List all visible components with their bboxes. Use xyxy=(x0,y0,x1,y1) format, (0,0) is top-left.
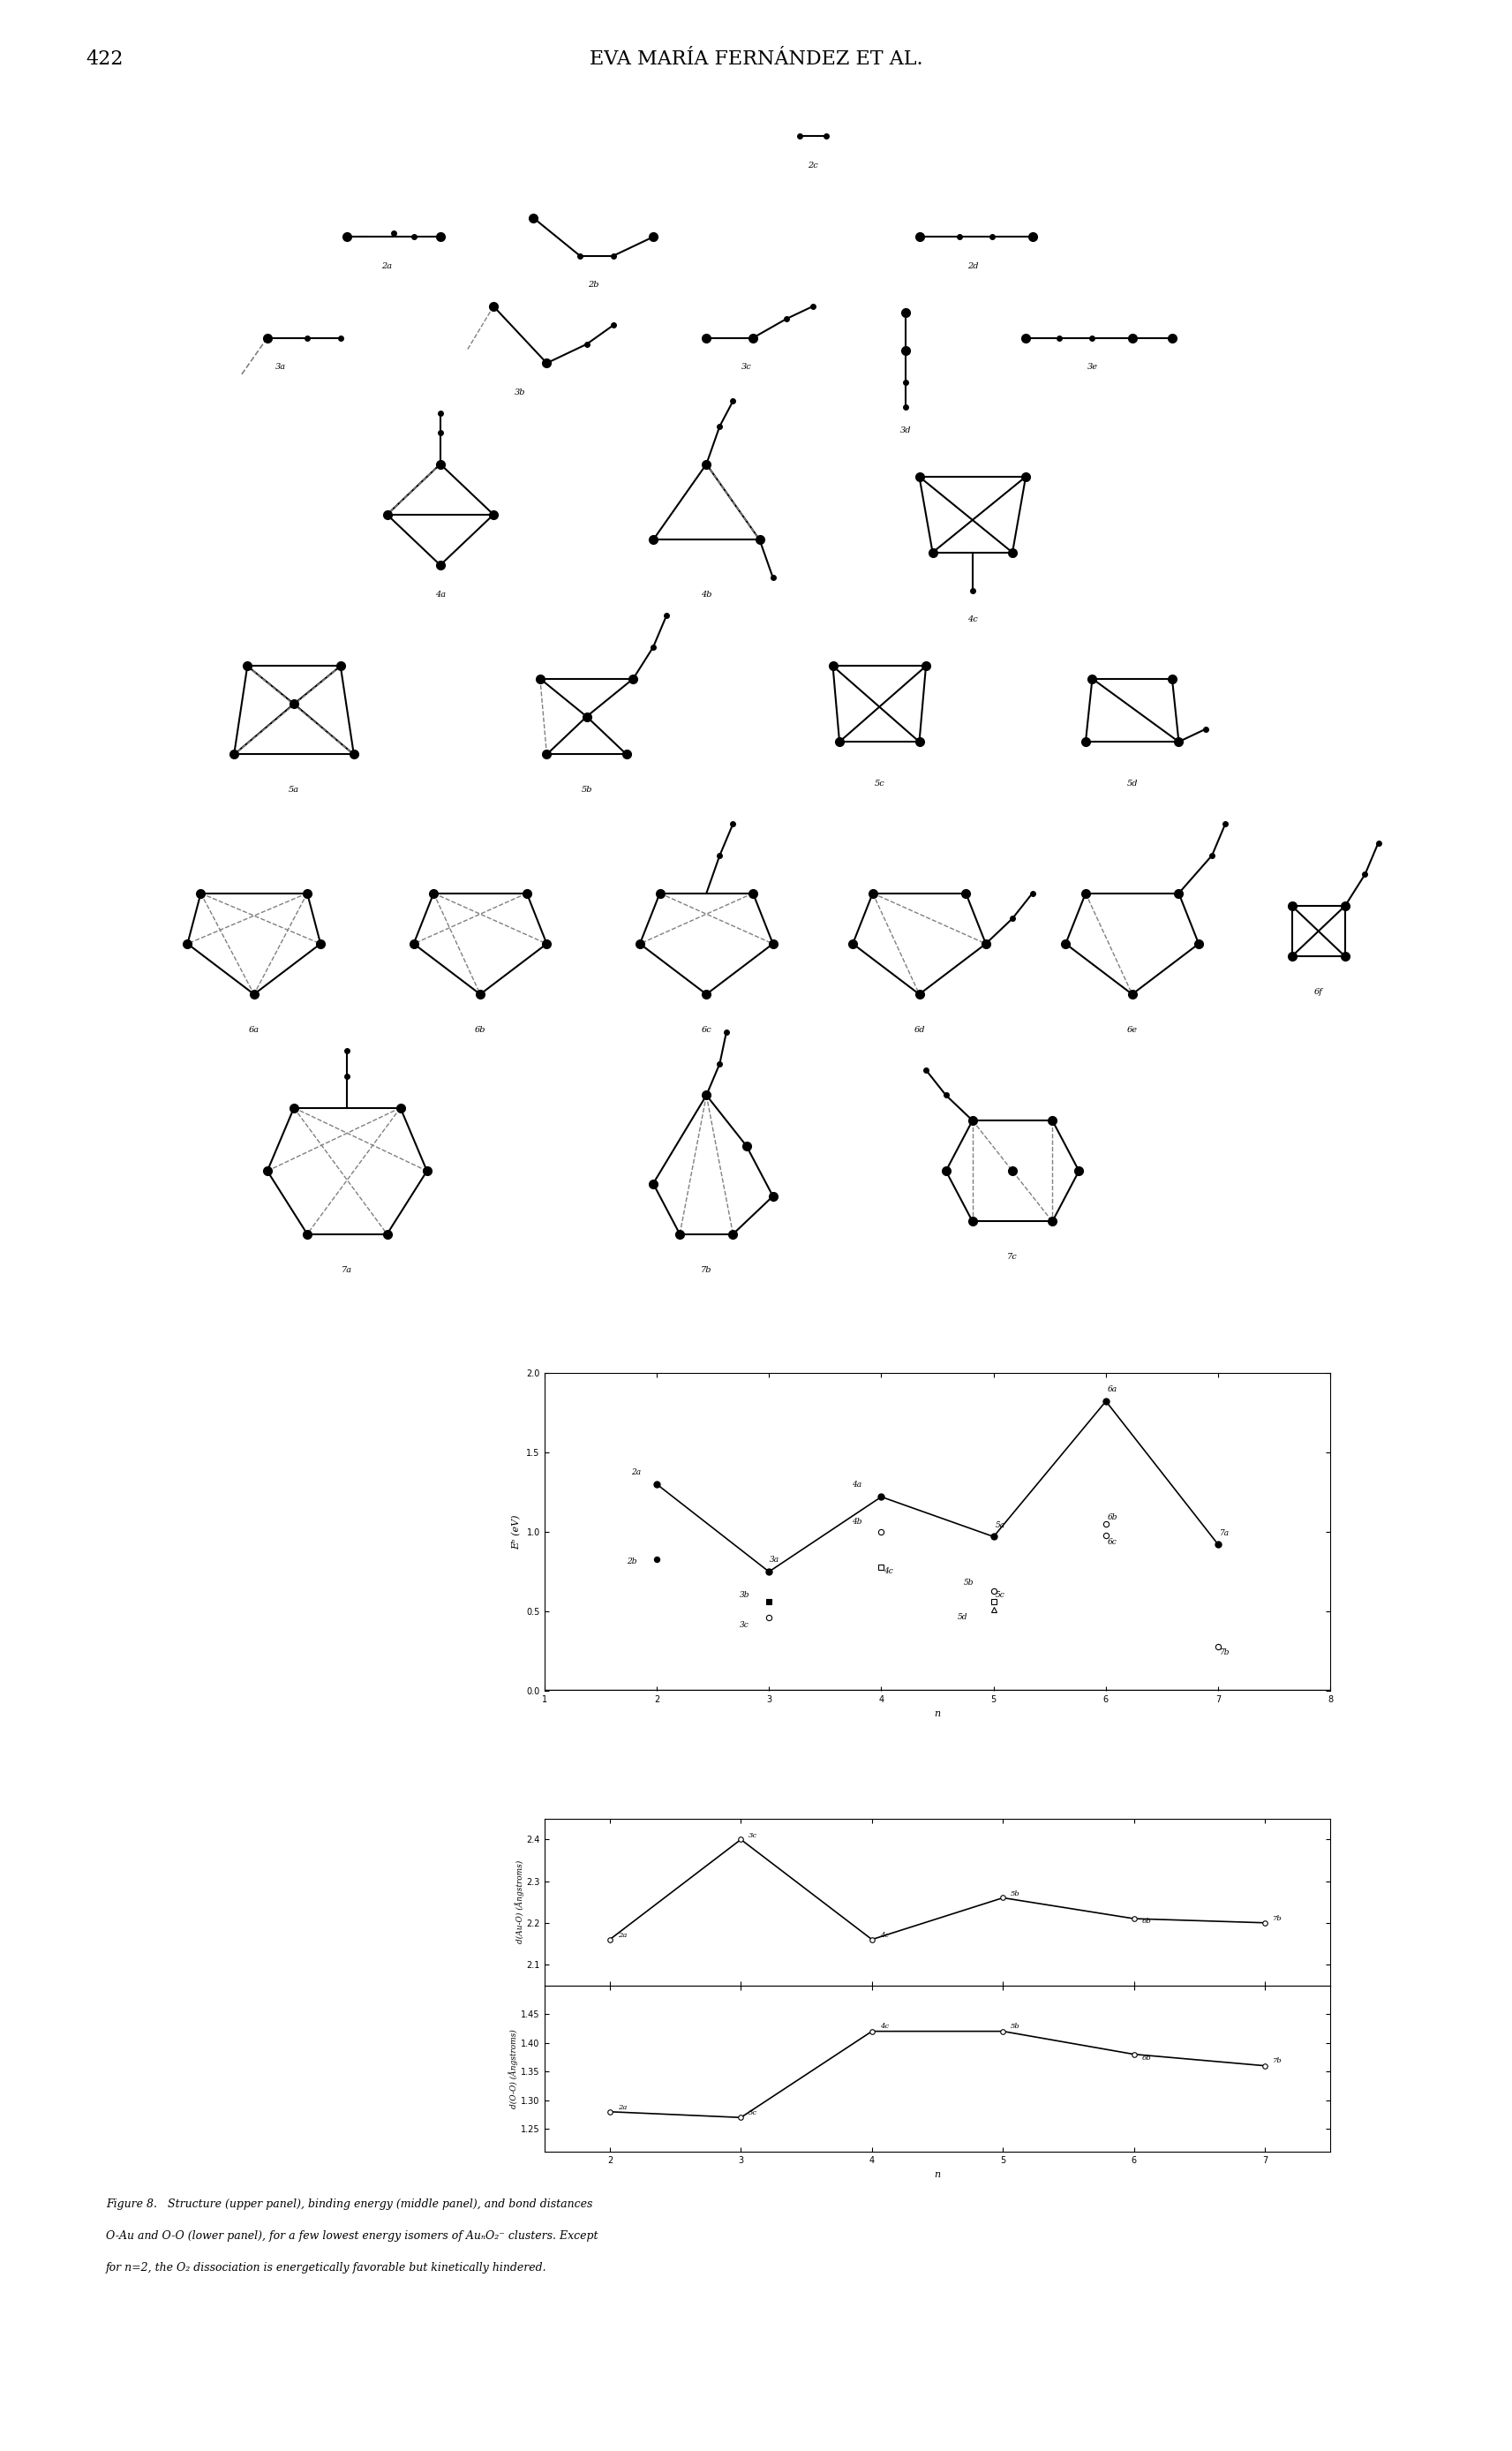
Text: EVA MARÍA FERNÁNDEZ ET AL.: EVA MARÍA FERNÁNDEZ ET AL. xyxy=(590,49,922,69)
Text: 2b: 2b xyxy=(588,282,599,289)
Text: 5b: 5b xyxy=(1012,2022,1021,2029)
Text: 4b: 4b xyxy=(851,1517,862,1525)
Text: 6a: 6a xyxy=(248,1027,260,1034)
Text: for n=2, the O₂ dissociation is energetically favorable but kinetically hindered: for n=2, the O₂ dissociation is energeti… xyxy=(106,2262,547,2275)
Text: 2b: 2b xyxy=(627,1556,637,1566)
Text: 7c: 7c xyxy=(1007,1252,1018,1262)
Text: 5a: 5a xyxy=(995,1522,1005,1529)
Text: 3c: 3c xyxy=(748,1831,758,1838)
X-axis label: n: n xyxy=(934,2169,940,2179)
Text: 4c: 4c xyxy=(883,1566,892,1576)
Text: 3c: 3c xyxy=(741,363,751,370)
Text: 2c: 2c xyxy=(807,162,818,169)
Text: 5c: 5c xyxy=(995,1591,1005,1598)
Text: 5d: 5d xyxy=(1126,779,1137,787)
Text: 3c: 3c xyxy=(748,2110,758,2115)
Text: 6c: 6c xyxy=(1108,1539,1117,1547)
Text: 4c: 4c xyxy=(968,615,978,623)
Text: 7a: 7a xyxy=(342,1265,352,1275)
Text: 6b: 6b xyxy=(1142,2054,1151,2061)
Text: O-Au and O-O (lower panel), for a few lowest energy isomers of AuₙO₂⁻ clusters. : O-Au and O-O (lower panel), for a few lo… xyxy=(106,2230,597,2243)
X-axis label: n: n xyxy=(934,1708,940,1718)
Text: 5c: 5c xyxy=(874,779,885,787)
Text: 3a: 3a xyxy=(770,1556,780,1564)
Text: 3b: 3b xyxy=(514,390,526,397)
Text: 4b: 4b xyxy=(702,591,712,598)
Text: 5b: 5b xyxy=(581,787,593,794)
Text: 7b: 7b xyxy=(1273,1914,1282,1922)
Text: 4c: 4c xyxy=(880,1931,889,1939)
Text: 7b: 7b xyxy=(1220,1650,1231,1657)
Text: 6b: 6b xyxy=(1142,1917,1151,1924)
Text: 7b: 7b xyxy=(702,1265,712,1275)
Text: 4c: 4c xyxy=(880,2022,889,2029)
Text: 7b: 7b xyxy=(1273,2056,1282,2064)
Text: 2a: 2a xyxy=(618,1931,627,1939)
Text: 5d: 5d xyxy=(957,1613,968,1620)
Text: 3d: 3d xyxy=(901,426,912,434)
Text: 6c: 6c xyxy=(702,1027,712,1034)
Text: 3a: 3a xyxy=(275,363,286,370)
Text: 6d: 6d xyxy=(913,1027,925,1034)
Text: 3e: 3e xyxy=(1087,363,1098,370)
Text: Figure 8.   Structure (upper panel), binding energy (middle panel), and bond dis: Figure 8. Structure (upper panel), bindi… xyxy=(106,2199,593,2211)
Text: 2a: 2a xyxy=(618,2103,627,2110)
Text: 4a: 4a xyxy=(435,591,446,598)
Text: 7a: 7a xyxy=(1220,1529,1229,1537)
Text: 6b: 6b xyxy=(475,1027,485,1034)
Text: 6f: 6f xyxy=(1314,988,1323,995)
Text: 4a: 4a xyxy=(851,1480,862,1490)
Y-axis label: d(O-O) (Ångstroms): d(O-O) (Ångstroms) xyxy=(510,2029,519,2108)
Text: 2d: 2d xyxy=(968,262,978,270)
Text: 422: 422 xyxy=(86,49,124,69)
Text: 6e: 6e xyxy=(1126,1027,1137,1034)
Text: 5a: 5a xyxy=(289,787,299,794)
Y-axis label: d(Au-O) (Ångstroms): d(Au-O) (Ångstroms) xyxy=(514,1860,523,1944)
Text: 2a: 2a xyxy=(381,262,393,270)
Text: 3b: 3b xyxy=(739,1591,750,1598)
Text: 2a: 2a xyxy=(632,1468,641,1476)
Text: 5b: 5b xyxy=(1012,1890,1021,1897)
Text: 3c: 3c xyxy=(739,1620,748,1630)
Text: 6b: 6b xyxy=(1108,1512,1117,1522)
Y-axis label: Eᵇ (eV): Eᵇ (eV) xyxy=(513,1515,522,1549)
Text: 5b: 5b xyxy=(963,1578,974,1586)
Text: 6a: 6a xyxy=(1108,1385,1117,1395)
